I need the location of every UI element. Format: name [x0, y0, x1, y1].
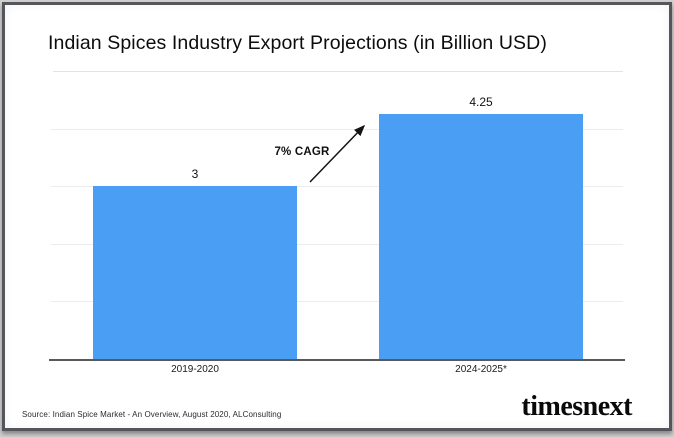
- x-axis-line: [49, 359, 625, 361]
- slide-frame: Indian Spices Industry Export Projection…: [2, 2, 672, 431]
- bar-2019-2020: [93, 186, 297, 359]
- gridline: [51, 243, 623, 245]
- title-divider: [53, 71, 623, 72]
- source-text: Source: Indian Spice Market - An Overvie…: [22, 410, 282, 419]
- x-axis-label-2024-2025: 2024-2025*: [455, 364, 507, 375]
- cagr-annotation-label: 7% CAGR: [274, 146, 330, 158]
- bar-value-label-2024-2025: 4.25: [469, 95, 493, 110]
- chart-title: Indian Spices Industry Export Projection…: [48, 32, 547, 54]
- gridline: [51, 301, 623, 303]
- gridline: [51, 186, 623, 188]
- plot-area: 3 2019-2020 4.25 2024-2025*: [5, 5, 669, 428]
- gridline: [51, 128, 623, 130]
- growth-arrow-icon: [309, 124, 366, 183]
- timesnext-logo: timesnext: [521, 391, 632, 422]
- x-axis-label-2019-2020: 2019-2020: [171, 364, 219, 375]
- bar-value-label-2019-2020: 3: [191, 167, 199, 182]
- bar-2024-2025: [379, 114, 583, 359]
